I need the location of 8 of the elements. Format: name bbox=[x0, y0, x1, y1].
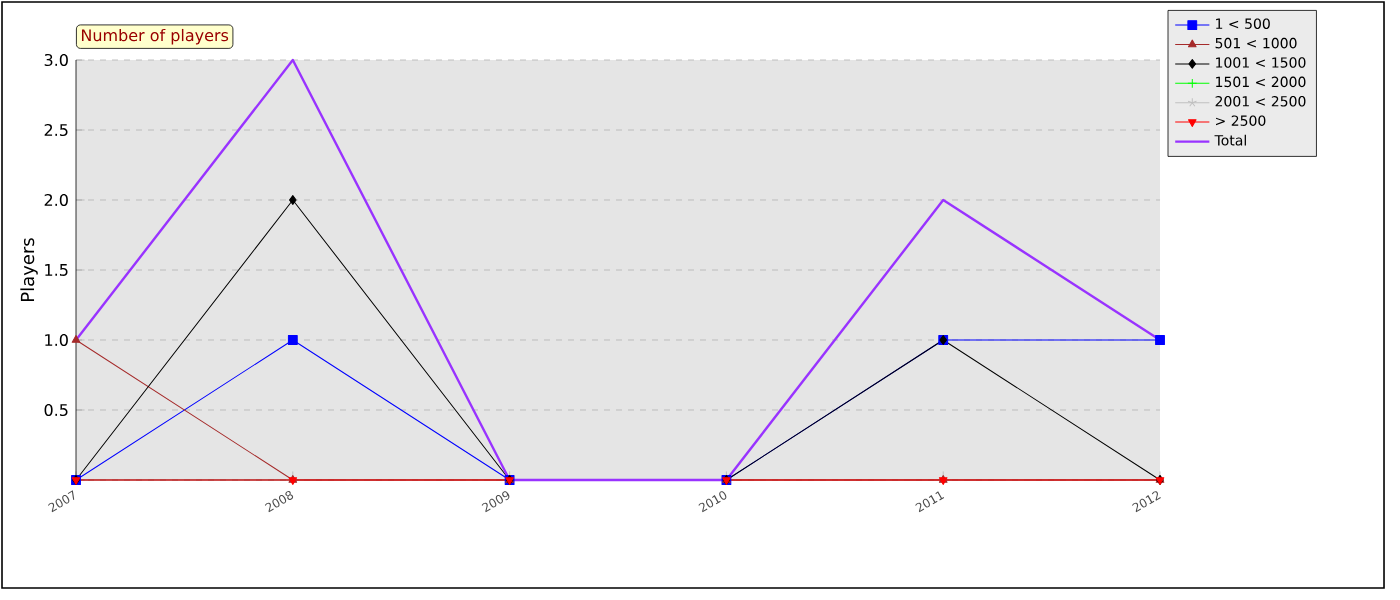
y-tick-label: 3.0 bbox=[44, 53, 68, 67]
chart-title: Number of players bbox=[81, 28, 229, 45]
y-axis-title: Players bbox=[20, 238, 38, 301]
y-tick-label: 0.5 bbox=[44, 403, 68, 417]
y-tick-label: 2.0 bbox=[44, 193, 68, 207]
y-tick-label: 1.5 bbox=[45, 264, 68, 276]
y-tick-label: 1.0 bbox=[45, 333, 68, 347]
y-tick-label: 2.5 bbox=[44, 123, 68, 137]
